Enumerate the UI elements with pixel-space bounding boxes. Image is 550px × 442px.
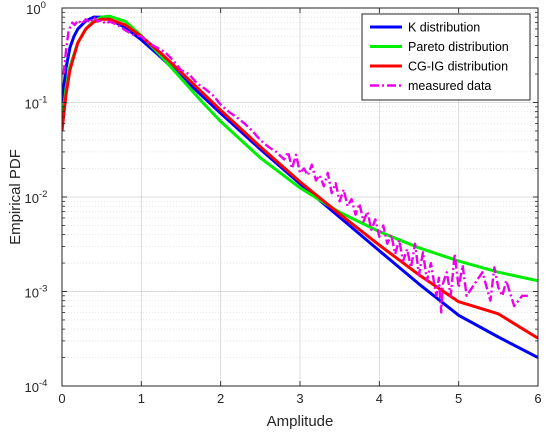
- x-tick-label: 1: [138, 391, 145, 406]
- legend-label: K distribution: [408, 21, 480, 35]
- legend-label: CG-IG distribution: [408, 60, 508, 74]
- y-tick-base: 10: [25, 191, 39, 206]
- series-layer: [62, 14, 538, 359]
- legend-item-measured-data: measured data: [370, 79, 491, 93]
- x-tick-label: 2: [217, 391, 224, 406]
- legend-item-k-distribution: K distribution: [370, 21, 480, 35]
- y-tick-base: 10: [25, 380, 39, 395]
- x-tick-label: 3: [296, 391, 303, 406]
- y-tick-base: 10: [25, 286, 39, 301]
- y-tick-base: 10: [25, 97, 39, 112]
- legend-item-cg-ig-distribution: CG-IG distribution: [370, 60, 508, 74]
- series-line-cg-ig-distribution: [62, 17, 538, 340]
- y-tick-exponent: -3: [39, 284, 47, 295]
- y-tick-exponent: -2: [39, 189, 47, 200]
- y-tick-base: 10: [26, 2, 40, 17]
- x-tick-label: 0: [58, 391, 65, 406]
- legend-label: Pareto distribution: [408, 40, 509, 54]
- legend-label: measured data: [408, 79, 491, 93]
- x-tick-label: 4: [376, 391, 383, 406]
- y-tick-label: 10-3: [25, 284, 48, 301]
- x-tick-label: 5: [455, 391, 462, 406]
- x-tick-labels: 0 1 2 3 4 5 6: [58, 391, 541, 406]
- y-tick-exponent: -4: [39, 378, 47, 389]
- y-tick-label: 10-2: [25, 189, 48, 206]
- legend: K distribution Pareto distribution CG-IG d…: [361, 13, 531, 101]
- legend-item-pareto-distribution: Pareto distribution: [370, 40, 509, 54]
- y-tick-exponent: -1: [39, 95, 47, 106]
- y-axis-label: Empirical PDF: [7, 149, 24, 245]
- tick-marks: [61, 7, 539, 387]
- series-line-k-distribution: [62, 15, 538, 359]
- x-tick-label: 6: [534, 391, 541, 406]
- y-tick-label: 100: [26, 0, 46, 17]
- series-line-measured-data: [62, 15, 531, 314]
- y-tick-label: 10-4: [25, 378, 48, 395]
- x-axis-label: Amplitude: [267, 413, 334, 430]
- y-tick-label: 10-1: [25, 95, 48, 112]
- y-tick-exponent: 0: [41, 0, 46, 11]
